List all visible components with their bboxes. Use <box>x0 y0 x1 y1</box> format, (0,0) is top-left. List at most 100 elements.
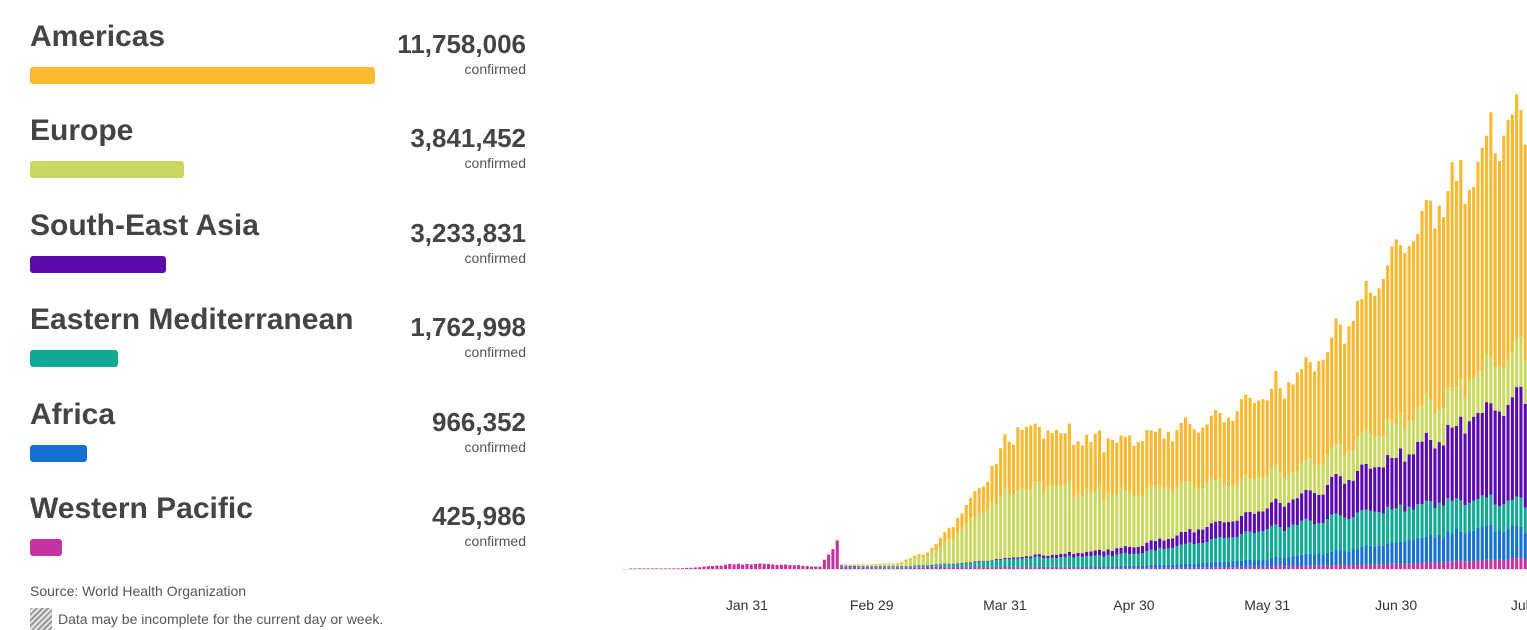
bar-segment-western-pacific-2020-05-31 <box>1265 566 1269 569</box>
bar-segment-europe-2020-07-24 <box>1497 366 1501 412</box>
bar-segment-americas-2020-03-12 <box>921 554 925 558</box>
bar-segment-western-pacific-2020-03-09 <box>908 568 912 569</box>
bar-segment-eastern-mediterranean-2020-03-07 <box>900 567 904 568</box>
region-unit: confirmed <box>464 532 526 549</box>
bar-segment-south-east-asia-2020-07-06 <box>1420 441 1424 505</box>
bar-segment-western-pacific-2020-05-10 <box>1175 567 1179 569</box>
bar-segment-south-east-asia-2020-04-07 <box>1033 554 1037 557</box>
bar-segment-south-east-asia-2020-07-22 <box>1489 403 1493 495</box>
bar-segment-africa-2020-03-03 <box>883 567 887 569</box>
bar-segment-africa-2020-05-20 <box>1218 561 1222 568</box>
bar-segment-south-east-asia-2020-03-24 <box>973 561 977 562</box>
bar-segment-africa-2020-04-23 <box>1102 566 1106 569</box>
bar-segment-americas-2020-03-29 <box>994 464 998 505</box>
bar-segment-south-east-asia-2020-02-23 <box>844 565 848 567</box>
bar-segment-eastern-mediterranean-2020-05-05 <box>1153 550 1157 565</box>
bar-segment-americas-2020-06-14 <box>1325 352 1329 455</box>
bar-segment-eastern-mediterranean-2020-04-23 <box>1102 556 1106 567</box>
bar-segment-south-east-asia-2020-03-29 <box>994 559 998 560</box>
bar-segment-africa-2020-04-15 <box>1067 566 1071 568</box>
bar-segment-africa-2020-03-31 <box>1003 566 1007 568</box>
bar-segment-western-pacific-2020-07-11 <box>1442 562 1446 569</box>
bar-segment-africa-2020-04-17 <box>1076 566 1080 568</box>
bar-segment-americas-2020-03-05 <box>891 563 895 565</box>
bar-segment-europe-2020-06-08 <box>1300 461 1304 494</box>
bar-segment-eastern-mediterranean-2020-05-29 <box>1257 531 1261 560</box>
bar-segment-africa-2020-02-25 <box>852 567 856 568</box>
bar-segment-africa-2020-03-20 <box>956 566 960 568</box>
note-text: Data may be incomplete for the current d… <box>58 611 384 627</box>
region-value: 425,986 <box>432 500 526 531</box>
bar-segment-south-east-asia-2020-06-26 <box>1377 467 1381 513</box>
bar-segment-eastern-mediterranean-2020-06-02 <box>1274 524 1278 557</box>
stacked-bar-chart: Jan 31 Feb 29 Mar 31 Apr 30 May 31 Jun 30 Jul … <box>622 94 1527 613</box>
bar-segment-eastern-mediterranean-2020-07-15 <box>1459 500 1463 532</box>
bar-segment-western-pacific-2020-07-02 <box>1403 564 1407 569</box>
bar-segment-western-pacific-2020-05-03 <box>1145 568 1149 569</box>
bar-segment-americas-2020-06-02 <box>1274 370 1278 464</box>
bar-segment-europe-2020-02-26 <box>857 565 861 567</box>
bar-segment-europe-2020-06-07 <box>1295 471 1299 499</box>
bar-segment-south-east-asia-2020-07-05 <box>1416 441 1420 505</box>
bar-segment-africa-2020-04-16 <box>1072 566 1076 568</box>
bar-segment-western-pacific-2020-05-30 <box>1261 566 1265 569</box>
bar-segment-western-pacific-2020-02-13 <box>801 565 805 569</box>
bar-segment-western-pacific-2020-01-14 <box>672 568 676 569</box>
bar-segment-americas-2020-05-03 <box>1145 430 1149 489</box>
bar-segment-americas-2020-02-28 <box>865 564 869 566</box>
bar-segment-south-east-asia-2020-06-01 <box>1270 502 1274 526</box>
bar-segment-south-east-asia-2020-05-17 <box>1205 526 1209 543</box>
bar-segment-eastern-mediterranean-2020-06-15 <box>1330 514 1334 552</box>
bar-segment-south-east-asia-2020-07-21 <box>1485 402 1489 498</box>
bar-segment-africa-2020-06-21 <box>1356 549 1360 565</box>
bar-segment-eastern-mediterranean-2020-04-10 <box>1046 558 1050 567</box>
bar-segment-eastern-mediterranean-2020-05-07 <box>1162 549 1166 565</box>
bar-segment-americas-2020-06-13 <box>1321 359 1325 466</box>
bar-segment-western-pacific-2020-06-05 <box>1287 566 1291 569</box>
bar-segment-eastern-mediterranean-2020-06-20 <box>1351 517 1355 550</box>
bar-segment-americas-2020-07-27 <box>1510 114 1514 353</box>
bar-segment-western-pacific-2020-04-18 <box>1080 567 1084 569</box>
bar-segment-americas-2020-03-20 <box>956 517 960 533</box>
bar-segment-eastern-mediterranean-2020-03-10 <box>913 566 917 568</box>
bar-segment-south-east-asia-2020-05-30 <box>1261 511 1265 532</box>
x-tick-label: Jul 31 <box>1511 597 1527 613</box>
bar-segment-eastern-mediterranean-2020-03-28 <box>990 560 994 567</box>
bar-segment-eastern-mediterranean-2020-04-26 <box>1115 554 1119 567</box>
bar-segment-western-pacific-2020-01-06 <box>637 568 641 569</box>
bar-segment-europe-2020-06-09 <box>1304 460 1308 490</box>
bar-segment-africa-2020-03-15 <box>934 566 938 568</box>
bar-segment-western-pacific-2020-01-17 <box>685 567 689 569</box>
bar-segment-south-east-asia-2020-03-11 <box>917 565 921 567</box>
bar-segment-europe-2020-02-27 <box>861 565 865 567</box>
bar-segment-eastern-mediterranean-2020-07-08 <box>1429 501 1433 535</box>
bar-segment-south-east-asia-2020-04-21 <box>1093 550 1097 556</box>
bar-segment-europe-2020-04-08 <box>1037 482 1041 555</box>
bar-segment-western-pacific-2020-01-13 <box>668 568 672 569</box>
bar-segment-europe-2020-02-22 <box>840 564 844 566</box>
bar-segment-americas-2020-05-01 <box>1136 442 1140 496</box>
bar-segment-south-east-asia-2020-07-14 <box>1454 425 1458 499</box>
bar-segment-americas-2020-07-16 <box>1463 203 1467 399</box>
bar-segment-western-pacific-2020-03-25 <box>977 567 981 569</box>
bar-segment-western-pacific-2020-02-15 <box>809 566 813 569</box>
bar-segment-americas-2020-05-23 <box>1231 420 1235 488</box>
region-row-western-pacific: Western Pacific 425,986 confirmed <box>30 486 530 580</box>
bar-segment-south-east-asia-2020-03-08 <box>904 566 908 567</box>
bar-segment-americas-2020-06-16 <box>1334 318 1338 445</box>
bar-segment-africa-2020-05-10 <box>1175 564 1179 568</box>
bar-segment-europe-2020-02-29 <box>870 564 874 567</box>
bar-segment-europe-2020-05-21 <box>1222 483 1226 523</box>
bar-segment-eastern-mediterranean-2020-03-08 <box>904 566 908 568</box>
bar-segment-africa-2020-04-08 <box>1037 566 1041 568</box>
region-bar <box>30 350 118 368</box>
bar-segment-western-pacific-2020-04-26 <box>1115 568 1119 569</box>
bar-segment-south-east-asia-2020-05-09 <box>1171 538 1175 548</box>
bar-segment-europe-2020-04-22 <box>1098 486 1102 550</box>
bar-segment-africa-2020-04-25 <box>1110 566 1114 569</box>
bar-segment-americas-2020-03-14 <box>930 547 934 553</box>
bar-segment-eastern-mediterranean-2020-04-07 <box>1033 556 1037 567</box>
bar-segment-europe-2020-05-16 <box>1201 488 1205 530</box>
bar-segment-western-pacific-2020-03-31 <box>1003 567 1007 569</box>
bar-segment-south-east-asia-2020-06-20 <box>1351 480 1355 518</box>
